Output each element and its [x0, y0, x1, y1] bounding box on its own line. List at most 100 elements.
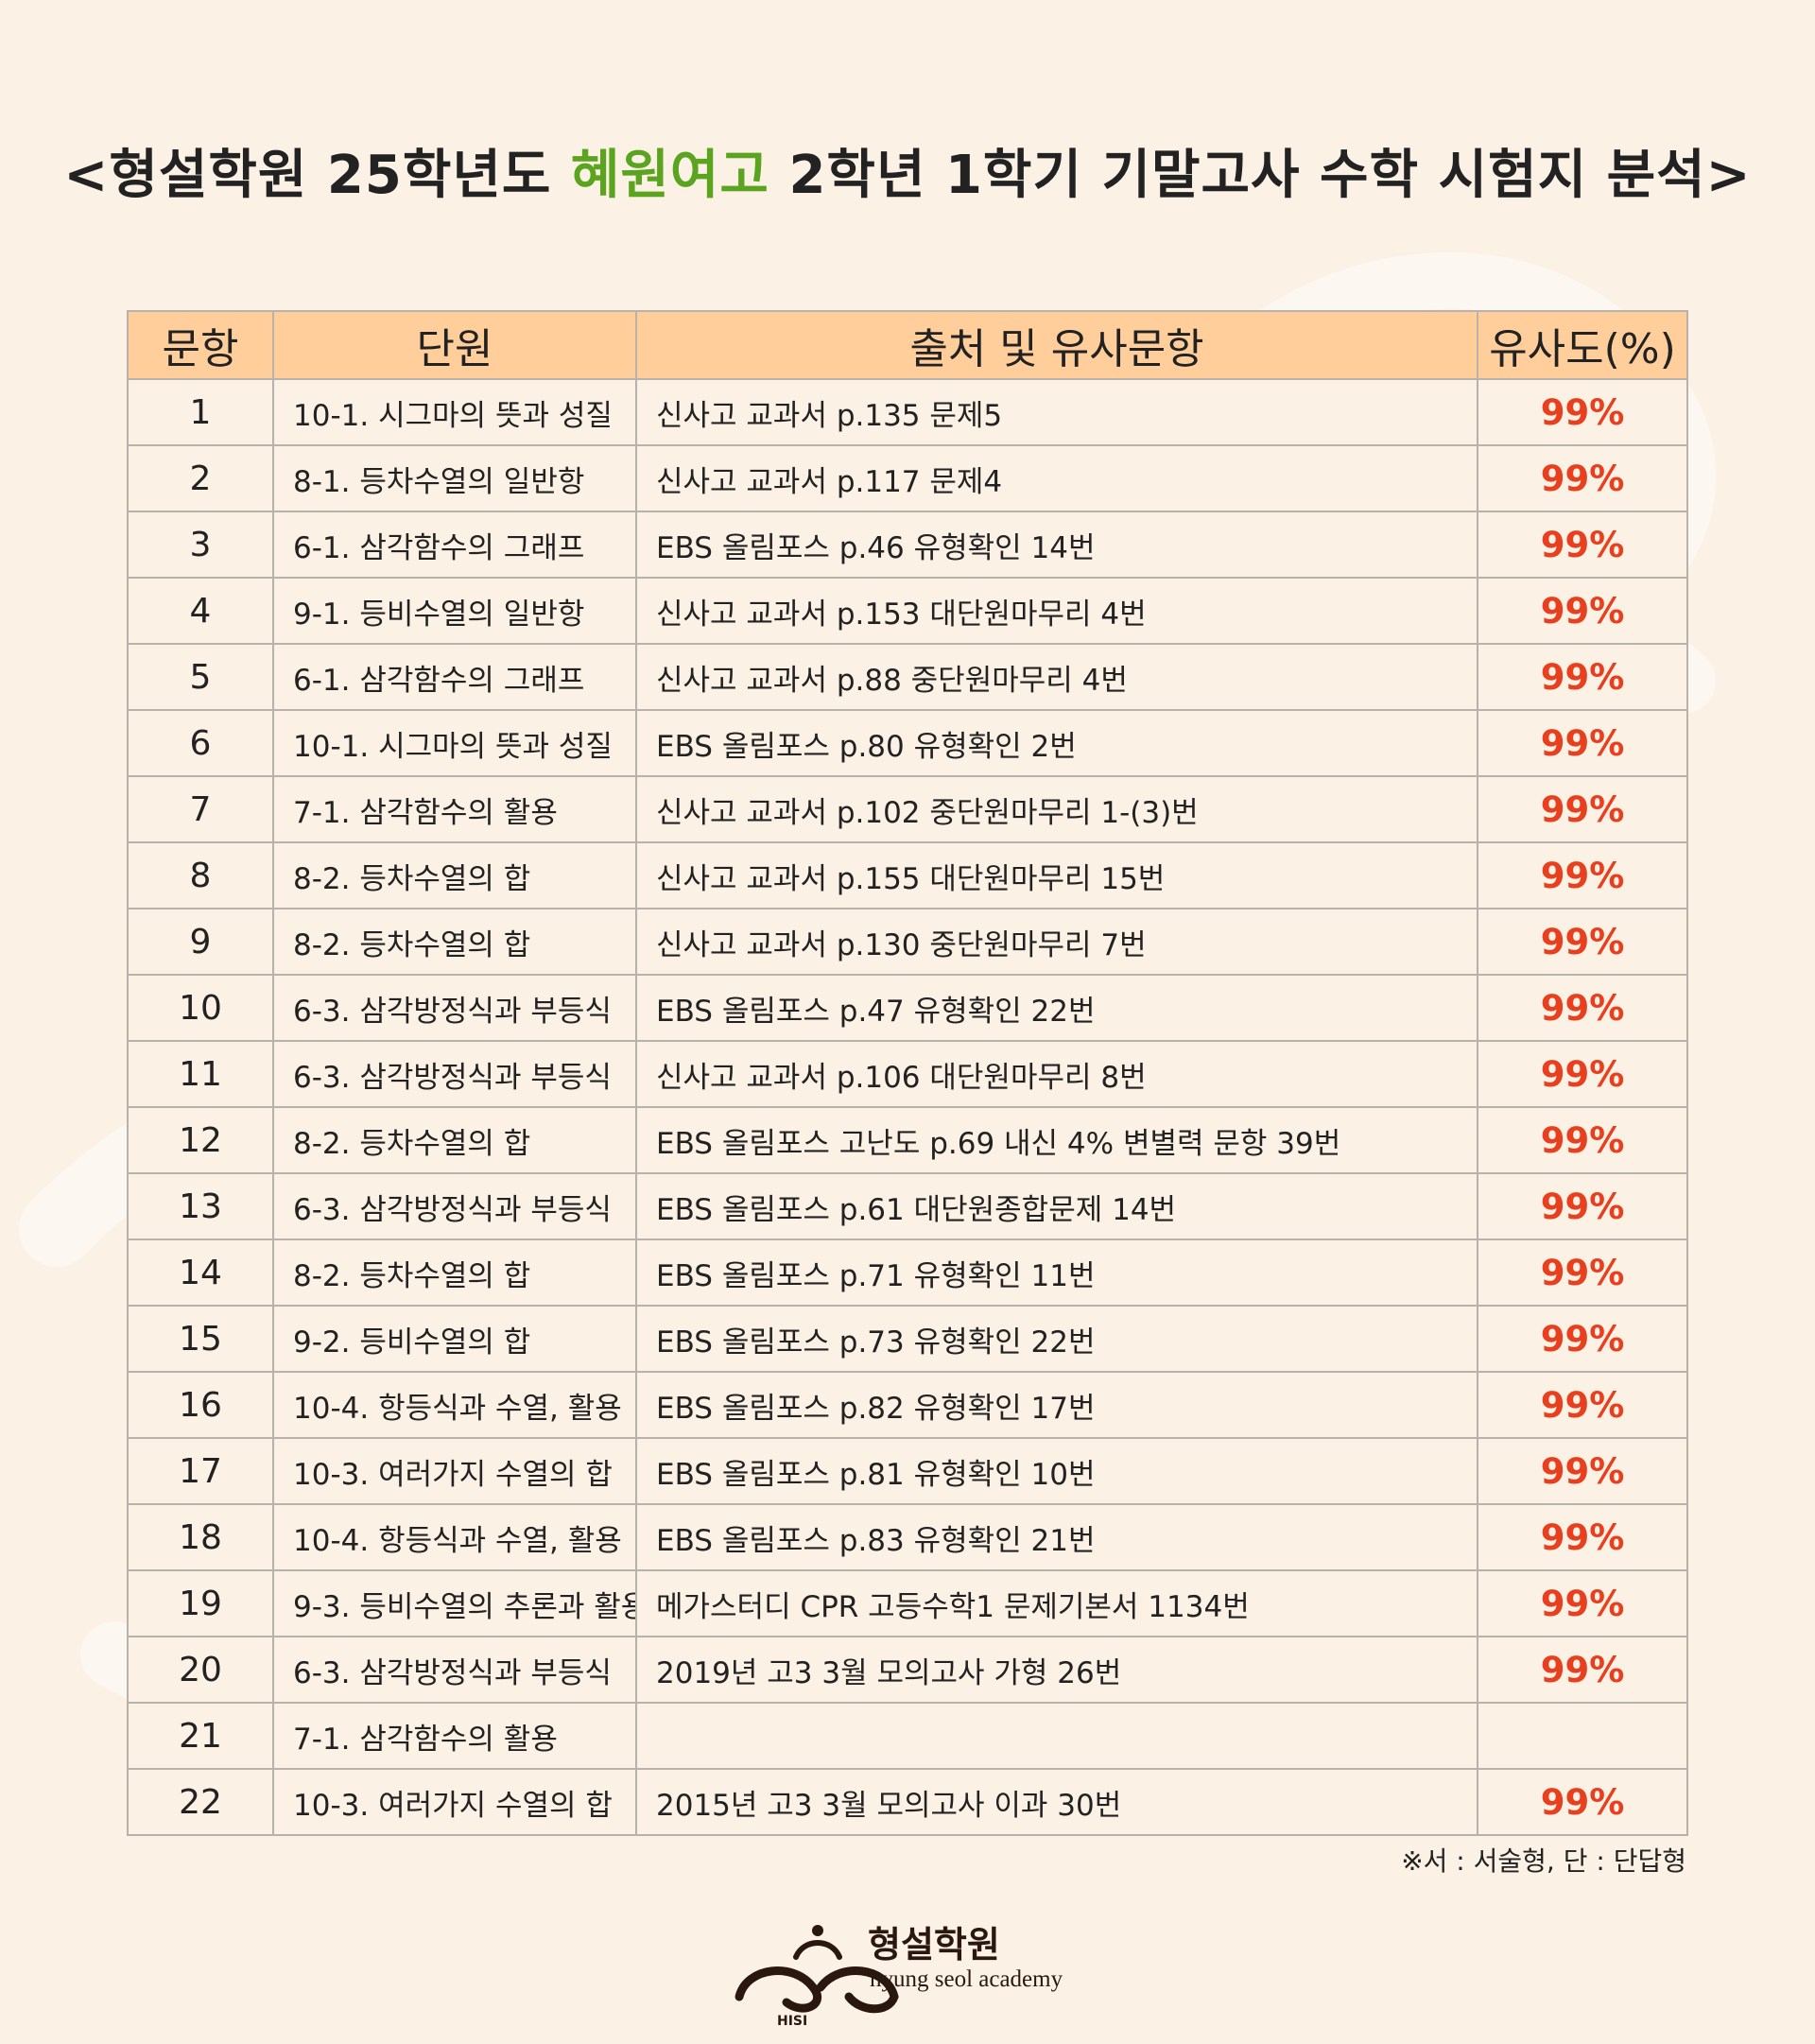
table-row: 12 8-2. 등차수열의 합 EBS 올림포스 고난도 p.69 내신 4% 변별…: [127, 1106, 1688, 1174]
footnote: ※서 : 서술형, 단 : 단답형: [1401, 1845, 1686, 1877]
table-row: 14 8-2. 등차수열의 합 EBS 올림포스 p.71 유형확인 11번 99%: [127, 1239, 1688, 1307]
table-row: 11 6-3. 삼각방정식과 부등식 신사고 교과서 p.106 대단원마무리 8번…: [127, 1040, 1688, 1108]
similarity-cell: 99%: [1477, 1172, 1688, 1240]
source-cell: EBS 올림포스 p.81 유형확인 10번: [635, 1437, 1478, 1505]
source-cell: 신사고 교과서 p.117 문제4: [635, 444, 1478, 512]
table-row: 9 8-2. 등차수열의 합 신사고 교과서 p.130 중단원마무리 7번 99%: [127, 908, 1688, 976]
table-row: 3 6-1. 삼각함수의 그래프 EBS 올림포스 p.46 유형확인 14번 99%: [127, 511, 1688, 579]
table-row: 2 8-1. 등차수열의 일반항 신사고 교과서 p.117 문제4 99%: [127, 444, 1688, 512]
table-row: 4 9-1. 등비수열의 일반항 신사고 교과서 p.153 대단원마무리 4번 99…: [127, 577, 1688, 645]
table-row: 22 10-3. 여러가지 수열의 합 2015년 고3 3월 모의고사 이과 30…: [127, 1768, 1688, 1836]
similarity-cell: 99%: [1477, 1503, 1688, 1571]
source-cell: EBS 올림포스 p.71 유형확인 11번: [635, 1239, 1478, 1307]
question-number-cell: 6: [127, 709, 274, 777]
unit-cell: 8-1. 등차수열의 일반항: [272, 444, 637, 512]
question-number-cell: 12: [127, 1106, 274, 1174]
source-cell: 신사고 교과서 p.102 중단원마무리 1-(3)번: [635, 775, 1478, 843]
question-number-cell: 17: [127, 1437, 274, 1505]
source-cell: 신사고 교과서 p.135 문제5: [635, 378, 1478, 446]
table-row: 8 8-2. 등차수열의 합 신사고 교과서 p.155 대단원마무리 15번 99%: [127, 841, 1688, 909]
question-number-cell: 10: [127, 974, 274, 1042]
unit-cell: 7-1. 삼각함수의 활용: [272, 1702, 637, 1770]
similarity-cell: 99%: [1477, 378, 1688, 446]
similarity-cell: 99%: [1477, 577, 1688, 645]
unit-cell: 9-1. 등비수열의 일반항: [272, 577, 637, 645]
question-number-cell: 19: [127, 1569, 274, 1637]
similarity-cell: 99%: [1477, 643, 1688, 711]
similarity-cell: 99%: [1477, 709, 1688, 777]
question-number-cell: 3: [127, 511, 274, 579]
similarity-cell: 99%: [1477, 511, 1688, 579]
unit-cell: 6-1. 삼각함수의 그래프: [272, 643, 637, 711]
table-row: 6 10-1. 시그마의 뜻과 성질 EBS 올림포스 p.80 유형확인 2번 99…: [127, 709, 1688, 777]
question-number-cell: 16: [127, 1371, 274, 1439]
question-number-cell: 1: [127, 378, 274, 446]
table-row: 17 10-3. 여러가지 수열의 합 EBS 올림포스 p.81 유형확인 10번…: [127, 1437, 1688, 1505]
table-row: 15 9-2. 등비수열의 합 EBS 올림포스 p.73 유형확인 22번 99%: [127, 1305, 1688, 1373]
hyungseol-logo-icon: HISI: [735, 1925, 899, 2029]
unit-cell: 8-2. 등차수열의 합: [272, 908, 637, 976]
similarity-cell: 99%: [1477, 1040, 1688, 1108]
question-number-cell: 22: [127, 1768, 274, 1836]
source-cell: EBS 올림포스 p.73 유형확인 22번: [635, 1305, 1478, 1373]
source-cell: 신사고 교과서 p.106 대단원마무리 8번: [635, 1040, 1478, 1108]
source-cell: EBS 올림포스 p.47 유형확인 22번: [635, 974, 1478, 1042]
question-number-cell: 4: [127, 577, 274, 645]
unit-cell: 10-4. 항등식과 수열, 활용: [272, 1503, 637, 1571]
column-header-source: 출처 및 유사문항: [635, 310, 1478, 380]
source-cell: EBS 올림포스 고난도 p.69 내신 4% 변별력 문항 39번: [635, 1106, 1478, 1174]
title-suffix: 2학년 1학기 기말고사 수학 시험지 분석>: [769, 145, 1752, 206]
question-number-cell: 14: [127, 1239, 274, 1307]
question-number-cell: 5: [127, 643, 274, 711]
unit-cell: 10-4. 항등식과 수열, 활용: [272, 1371, 637, 1439]
similarity-cell: 99%: [1477, 974, 1688, 1042]
unit-cell: 6-1. 삼각함수의 그래프: [272, 511, 637, 579]
question-number-cell: 11: [127, 1040, 274, 1108]
table-row: 1 10-1. 시그마의 뜻과 성질 신사고 교과서 p.135 문제5 99%: [127, 378, 1688, 446]
question-number-cell: 8: [127, 841, 274, 909]
similarity-cell: 99%: [1477, 908, 1688, 976]
source-cell: 메가스터디 CPR 고등수학1 문제기본서 1134번: [635, 1569, 1478, 1637]
similarity-cell: [1477, 1702, 1688, 1770]
question-number-cell: 13: [127, 1172, 274, 1240]
column-header-unit: 단원: [272, 310, 637, 380]
title-prefix: <형설학원 25학년도: [63, 145, 571, 206]
source-cell: 신사고 교과서 p.155 대단원마무리 15번: [635, 841, 1478, 909]
logo-subtitle: hyung seol academy: [870, 1966, 1063, 1992]
unit-cell: 10-1. 시그마의 뜻과 성질: [272, 378, 637, 446]
unit-cell: 10-1. 시그마의 뜻과 성질: [272, 709, 637, 777]
similarity-cell: 99%: [1477, 841, 1688, 909]
similarity-cell: 99%: [1477, 1305, 1688, 1373]
question-number-cell: 2: [127, 444, 274, 512]
source-cell: EBS 올림포스 p.46 유형확인 14번: [635, 511, 1478, 579]
similarity-cell: 99%: [1477, 1437, 1688, 1505]
unit-cell: 6-3. 삼각방정식과 부등식: [272, 1172, 637, 1240]
source-cell: 신사고 교과서 p.153 대단원마무리 4번: [635, 577, 1478, 645]
source-cell: EBS 올림포스 p.82 유형확인 17번: [635, 1371, 1478, 1439]
table-row: 7 7-1. 삼각함수의 활용 신사고 교과서 p.102 중단원마무리 1-(3)…: [127, 775, 1688, 843]
source-cell: 2019년 고3 3월 모의고사 가형 26번: [635, 1636, 1478, 1704]
table-header-row: 문항 단원 출처 및 유사문항 유사도(%): [127, 310, 1688, 380]
question-number-cell: 15: [127, 1305, 274, 1373]
similarity-cell: 99%: [1477, 1636, 1688, 1704]
page-title: <형설학원 25학년도 혜원여고 2학년 1학기 기말고사 수학 시험지 분석>: [0, 132, 1815, 209]
unit-cell: 8-2. 등차수열의 합: [272, 841, 637, 909]
table-row: 19 9-3. 등비수열의 추론과 활용 메가스터디 CPR 고등수학1 문제기본서…: [127, 1569, 1688, 1637]
unit-cell: 9-2. 등비수열의 합: [272, 1305, 637, 1373]
question-number-cell: 9: [127, 908, 274, 976]
table-row: 13 6-3. 삼각방정식과 부등식 EBS 올림포스 p.61 대단원종합문제 1…: [127, 1172, 1688, 1240]
unit-cell: 6-3. 삼각방정식과 부등식: [272, 1636, 637, 1704]
source-cell: EBS 올림포스 p.80 유형확인 2번: [635, 709, 1478, 777]
question-number-cell: 7: [127, 775, 274, 843]
source-cell: [635, 1702, 1478, 1770]
unit-cell: 6-3. 삼각방정식과 부등식: [272, 1040, 637, 1108]
similarity-cell: 99%: [1477, 1768, 1688, 1836]
exam-analysis-table: 문항 단원 출처 및 유사문항 유사도(%) 1 10-1. 시그마의 뜻과 성질…: [127, 310, 1688, 1836]
source-cell: EBS 올림포스 p.83 유형확인 21번: [635, 1503, 1478, 1571]
logo-mark-text: HISI: [777, 2014, 807, 2029]
unit-cell: 10-3. 여러가지 수열의 합: [272, 1768, 637, 1836]
unit-cell: 10-3. 여러가지 수열의 합: [272, 1437, 637, 1505]
table-row: 18 10-4. 항등식과 수열, 활용 EBS 올림포스 p.83 유형확인 21…: [127, 1503, 1688, 1571]
source-cell: 2015년 고3 3월 모의고사 이과 30번: [635, 1768, 1478, 1836]
question-number-cell: 20: [127, 1636, 274, 1704]
